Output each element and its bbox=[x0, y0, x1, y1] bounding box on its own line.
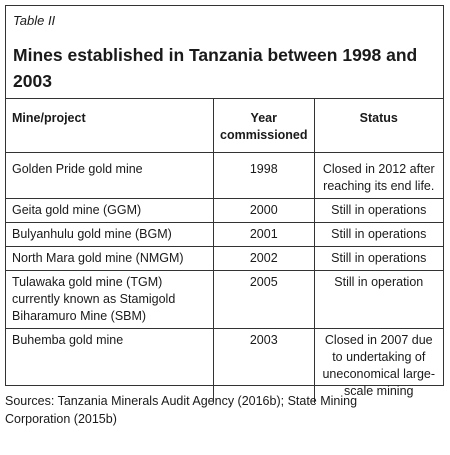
table-cell: Golden Pride gold mine bbox=[6, 152, 214, 199]
table-row: Buhemba gold mine 2003 Closed in 2007 due … bbox=[6, 328, 443, 403]
table-cell: Still in operations bbox=[314, 198, 443, 223]
header-row: Mine/project Year commissioned Status bbox=[6, 98, 443, 153]
table-cell: North Mara gold mine (NMGM) bbox=[6, 246, 214, 271]
table-row: Geita gold mine (GGM) 2000 Still in operat… bbox=[6, 198, 443, 223]
table-row: North Mara gold mine (NMGM) 2002 Still in … bbox=[6, 246, 443, 271]
table-cell: Closed in 2012 after reaching its end li… bbox=[314, 152, 443, 199]
column-header: Status bbox=[314, 98, 443, 153]
table-cell: Buhemba gold mine bbox=[12, 333, 124, 347]
table-cell: 2005 bbox=[213, 270, 315, 329]
table-cell: Closed in 2007 due to undertaking of une… bbox=[322, 333, 436, 398]
column-header: Year commissioned bbox=[213, 98, 315, 153]
table-cell: Tulawaka gold mine (TGM) currently known… bbox=[6, 270, 214, 329]
table-cell: 2000 bbox=[213, 198, 315, 223]
column-header: Mine/project bbox=[6, 98, 214, 153]
table-cell: Geita gold mine (GGM) bbox=[6, 198, 214, 223]
table-cell: 2003 bbox=[213, 328, 315, 403]
table-cell: 2002 bbox=[213, 246, 315, 271]
source-note: Sources: Tanzania Minerals Audit Agency … bbox=[5, 394, 358, 426]
table-cell: 1998 bbox=[213, 152, 315, 199]
table-row: Golden Pride gold mine 1998 Closed in 2012… bbox=[6, 152, 443, 199]
table-cell: Still in operations bbox=[314, 222, 443, 247]
table-title: Mines established in Tanzania between 19… bbox=[13, 45, 418, 91]
table-row: Tulawaka gold mine (TGM) currently known… bbox=[6, 270, 443, 329]
table-cell: Still in operation bbox=[314, 270, 443, 329]
table-cell: Bulyanhulu gold mine (BGM) bbox=[6, 222, 214, 247]
table-body: Golden Pride gold mine 1998 Closed in 2012… bbox=[6, 152, 443, 403]
table-frame: Table II Mines established in Tanzania b… bbox=[5, 5, 444, 403]
table-label: Table II bbox=[13, 13, 56, 28]
table-cell: 2001 bbox=[213, 222, 315, 247]
table-cell: Still in operations bbox=[314, 246, 443, 271]
table-row: Bulyanhulu gold mine (BGM) 2001 Still in o… bbox=[6, 222, 443, 247]
table: Mine/project Year commissioned Status Gold… bbox=[6, 98, 443, 403]
